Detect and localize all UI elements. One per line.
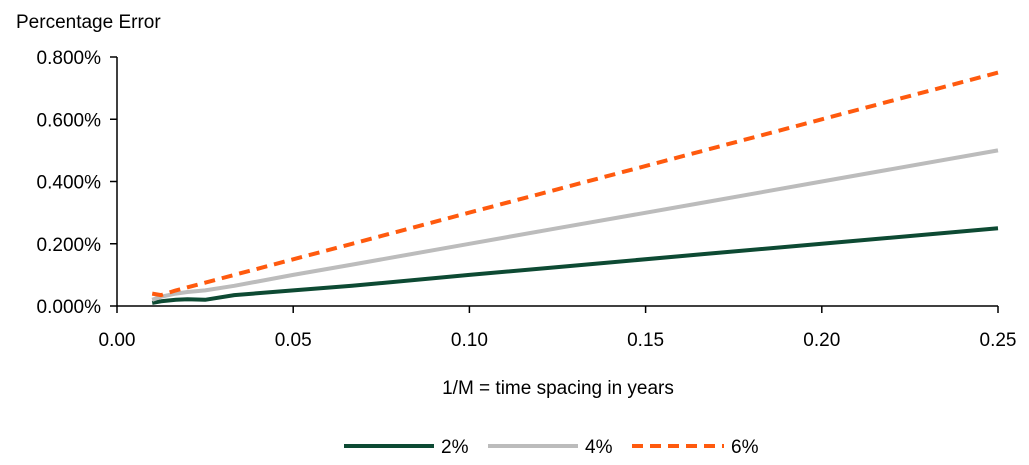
x-tick-label: 0.15 (627, 330, 664, 351)
legend: 2% 4% 6% (344, 437, 759, 458)
legend-label-1: 2% (441, 437, 469, 458)
y-tick-label: 0.400% (37, 173, 102, 194)
y-tick-label: 0.600% (37, 110, 102, 131)
y-tick-label: 0.800% (37, 48, 102, 69)
x-tick-label: 0.10 (451, 330, 488, 351)
y-axis: 0.000% 0.200% 0.400% 0.600% 0.800% (37, 48, 117, 318)
series-line-3 (151, 70, 999, 298)
x-axis: 0.00 0.05 0.10 0.15 0.20 0.25 (99, 306, 1017, 351)
x-tick-label: 0.25 (980, 330, 1017, 351)
series-line-1 (151, 226, 999, 305)
series-line-2 (151, 148, 999, 302)
y-axis-title: Percentage Error (16, 12, 161, 33)
x-tick-label: 0.05 (275, 330, 312, 351)
plot-area (151, 70, 999, 305)
x-axis-title: 1/M = time spacing in years (442, 378, 674, 399)
legend-label-2: 4% (585, 437, 613, 458)
x-tick-label: 0.00 (99, 330, 136, 351)
x-tick-label: 0.20 (803, 330, 840, 351)
y-tick-label: 0.000% (37, 297, 102, 318)
legend-label-3: 6% (731, 437, 759, 458)
y-tick-label: 0.200% (37, 235, 102, 256)
